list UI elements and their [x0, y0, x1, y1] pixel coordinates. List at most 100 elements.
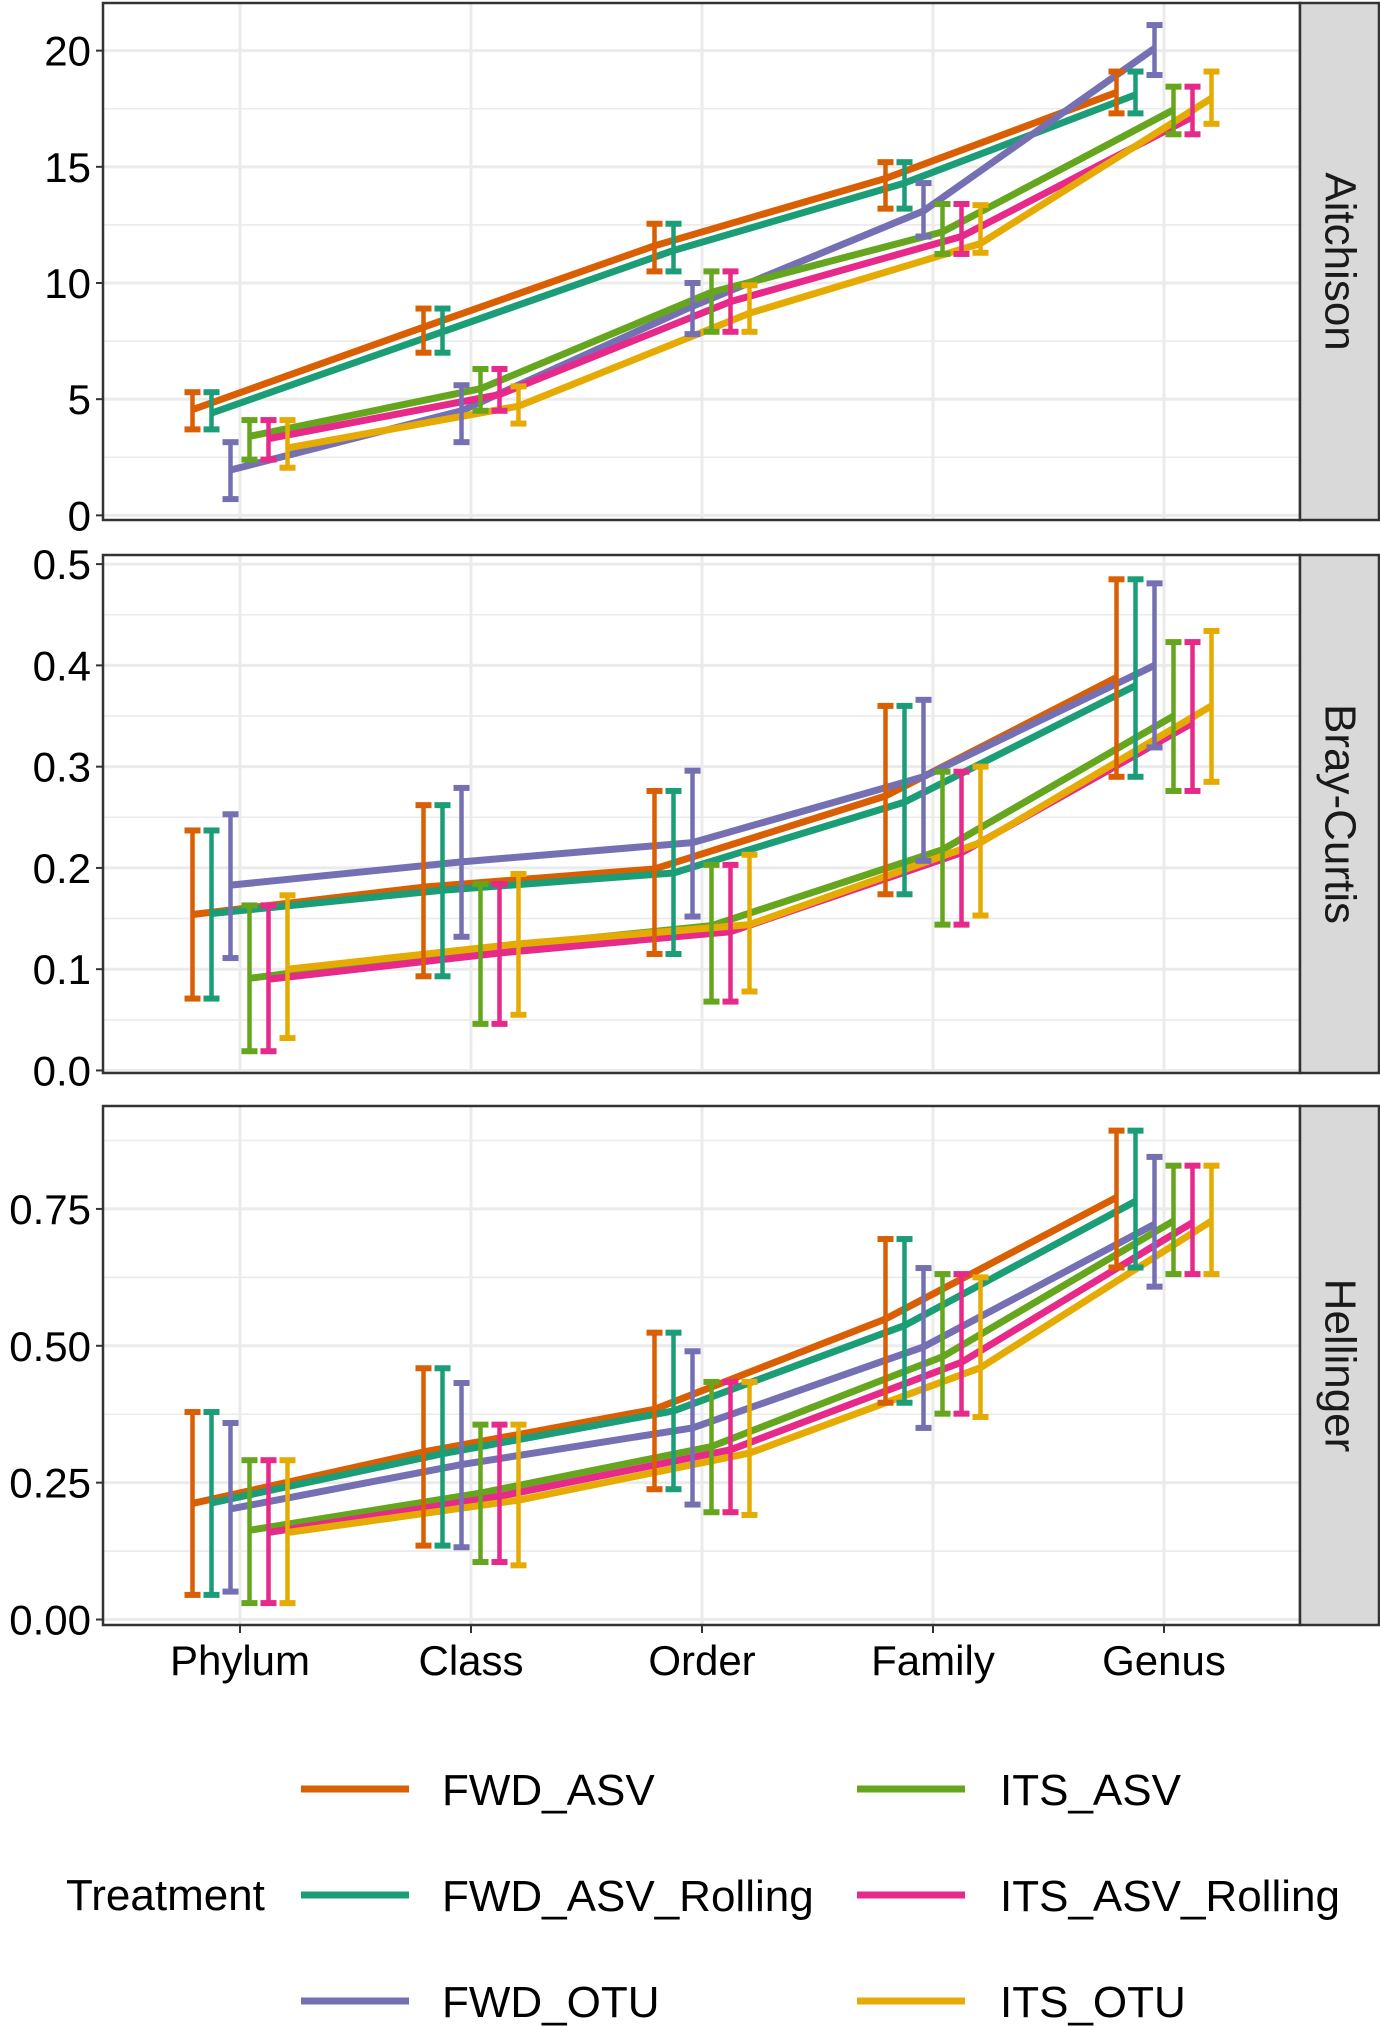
- error-bar: [646, 1329, 663, 1493]
- error-bar: [472, 1421, 489, 1566]
- legend-label: FWD_ASV: [442, 1766, 655, 1815]
- error-bar: [1165, 639, 1182, 794]
- facet-strip-label: Hellinger: [1316, 1279, 1365, 1453]
- y-tick-label: 0.3: [33, 744, 91, 791]
- y-tick-label: 0.5: [33, 541, 91, 588]
- error-bar: [877, 159, 894, 212]
- legend-item-its_asv_rolling: ITS_ASV_Rolling: [857, 1872, 1340, 1921]
- error-bar: [1203, 627, 1220, 785]
- error-bar: [453, 784, 470, 940]
- x-tick-label: Order: [648, 1637, 755, 1684]
- x-tick-label: Genus: [1102, 1637, 1226, 1684]
- legend-label: ITS_ASV_Rolling: [1000, 1872, 1340, 1921]
- facet-strip: [1298, 553, 1380, 1075]
- y-tick-label: 0.75: [9, 1186, 91, 1233]
- error-bar: [703, 268, 720, 335]
- error-bar: [896, 702, 913, 898]
- error-bar: [241, 1457, 258, 1607]
- error-bar: [915, 696, 932, 864]
- error-bar: [915, 180, 932, 240]
- legend-title: Treatment: [66, 1871, 265, 1920]
- y-tick-label: 10: [44, 260, 91, 307]
- y-tick-label: 0.1: [33, 946, 91, 993]
- error-bar: [184, 827, 201, 1002]
- error-bar: [203, 389, 220, 433]
- y-tick-label: 0.50: [9, 1323, 91, 1370]
- error-bar: [415, 802, 432, 980]
- legend-item-its_asv: ITS_ASV: [857, 1766, 1182, 1815]
- error-bar: [491, 365, 508, 414]
- facet-panel-aitchison: 0 5 10 15 20 Aitchison: [44, 1, 1380, 539]
- legend-item-fwd_otu: FWD_OTU: [301, 1978, 660, 2027]
- error-bar: [434, 305, 451, 356]
- error-bar: [491, 1421, 508, 1566]
- legend-label: FWD_OTU: [442, 1978, 660, 2027]
- facet-strip: [1298, 1104, 1380, 1627]
- error-bar: [184, 389, 201, 433]
- error-bar: [972, 1274, 989, 1420]
- error-bar: [415, 305, 432, 356]
- error-bar: [1184, 639, 1201, 794]
- x-tick-label: Class: [418, 1637, 523, 1684]
- error-bar: [203, 827, 220, 1002]
- error-bar: [1108, 576, 1125, 780]
- legend-item-fwd_asv: FWD_ASV: [301, 1766, 655, 1815]
- error-bar: [646, 787, 663, 958]
- facet-panel-hellinger: 0.00 0.25 0.50 0.75 Hellinger: [9, 1104, 1380, 1644]
- y-tick-label: 0.0: [33, 1047, 91, 1094]
- error-bar: [646, 220, 663, 275]
- y-tick-label: 20: [44, 28, 91, 75]
- error-bar: [415, 1365, 432, 1549]
- y-tick-label: 5: [68, 376, 91, 423]
- error-bar: [1146, 1153, 1163, 1290]
- error-bar: [684, 279, 701, 338]
- error-bar: [1127, 1127, 1144, 1271]
- legend-item-its_otu: ITS_OTU: [857, 1978, 1186, 2027]
- error-bar: [896, 1236, 913, 1406]
- error-bar: [972, 202, 989, 256]
- error-bar: [684, 767, 701, 920]
- error-bar: [453, 382, 470, 446]
- error-bar: [934, 1271, 951, 1417]
- error-bar: [453, 1380, 470, 1551]
- error-bar: [741, 851, 758, 995]
- y-tick-label: 0.25: [9, 1460, 91, 1507]
- y-tick-label: 0: [68, 492, 91, 539]
- error-bar: [222, 439, 239, 503]
- error-bar: [279, 1457, 296, 1607]
- error-bar: [510, 871, 527, 1018]
- error-bar: [510, 383, 527, 427]
- legend-label: ITS_OTU: [1000, 1978, 1186, 2027]
- error-bar: [972, 763, 989, 919]
- error-bar: [1165, 1162, 1182, 1278]
- error-bar: [741, 1378, 758, 1518]
- error-bar: [722, 1378, 739, 1516]
- error-bar: [741, 282, 758, 335]
- error-bar: [953, 768, 970, 928]
- error-bar: [665, 220, 682, 275]
- error-bar: [1146, 580, 1163, 751]
- error-bar: [877, 702, 894, 898]
- error-bar: [472, 365, 489, 414]
- y-tick-label: 0.4: [33, 642, 91, 689]
- error-bar: [260, 1457, 277, 1607]
- error-bar: [703, 1378, 720, 1516]
- error-bar: [1127, 68, 1144, 117]
- error-bar: [665, 1329, 682, 1493]
- error-bar: [1165, 83, 1182, 138]
- error-bar: [1203, 68, 1220, 127]
- y-tick-label: 0.2: [33, 845, 91, 892]
- error-bar: [934, 768, 951, 928]
- error-bar: [1127, 576, 1144, 780]
- error-bar: [434, 802, 451, 980]
- x-tick-label: Family: [871, 1637, 995, 1684]
- error-bar: [510, 1421, 527, 1569]
- error-bar: [896, 159, 913, 212]
- error-bar: [915, 1265, 932, 1431]
- error-bar: [260, 902, 277, 1055]
- error-bar: [184, 1409, 201, 1598]
- error-bar: [472, 881, 489, 1027]
- error-bar: [934, 200, 951, 257]
- facet-strip-label: Bray-Curtis: [1316, 704, 1365, 924]
